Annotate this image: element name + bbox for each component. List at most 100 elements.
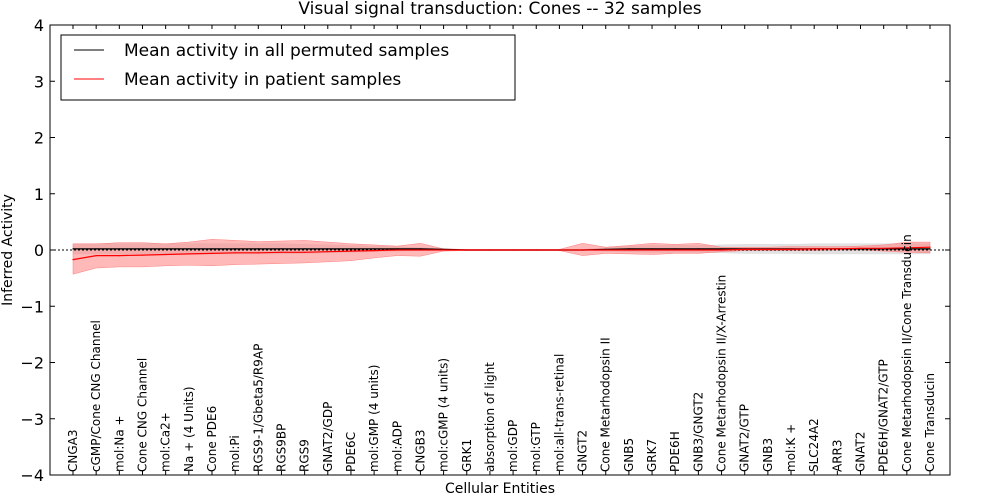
x-tick-label: Cone PDE6 [205,406,219,472]
patient-point [95,255,97,257]
series-lines [72,246,931,261]
patient-point [141,254,144,256]
permuted-point [327,248,329,250]
patient-point [489,249,491,251]
x-tick-label: CNGB3 [413,429,427,472]
legend-label-patient: Mean activity in patient samples [124,70,401,90]
patient-point [419,249,421,251]
x-tick-label: Cone Metarhodopsin II [599,337,613,472]
permuted-point [628,248,630,250]
permuted-point [211,248,213,250]
patient-point [350,250,352,252]
x-tick-label: cGMP/Cone CNG Channel [89,320,103,472]
x-tick-label: mol:cGMP (4 units) [437,358,451,472]
patient-point [165,253,167,256]
chart-title: Visual signal transduction: Cones -- 32 … [298,0,701,19]
y-tick-label: 0 [34,241,44,260]
patient-point [304,251,306,253]
patient-point [628,249,630,251]
x-tick-labels: CNGA3 cGMP/Cone CNG Channel mol:Na + Cone C… [66,25,937,475]
x-tick-label: GNB3/GNGT2 [691,392,705,472]
patient-point [72,259,74,261]
permuted-point [906,248,908,250]
permuted-point [419,248,421,250]
permuted-point [396,248,398,250]
patient-point [836,248,839,250]
patient-point [280,251,283,253]
x-tick-label: PDE6C [344,432,358,472]
patient-point [582,249,584,251]
x-tick-label: mol:Ca2+ [159,412,173,472]
patient-point [558,249,561,251]
x-tick-label: GNAT2/GDP [321,402,335,472]
permuted-point [350,248,352,250]
permuted-point [118,248,120,250]
patient-point [188,253,190,255]
patient-point [790,248,792,250]
patient-point [813,248,815,250]
permuted-point [165,248,167,250]
legend: Mean activity in all permuted samples Me… [60,34,516,101]
x-tick-label: absorption of light [483,362,497,472]
legend-label-permuted: Mean activity in all permuted samples [124,41,449,61]
permuted-point [234,248,236,250]
patient-point [720,249,723,251]
x-tick-label: GNB5 [622,438,636,472]
permuted-point [651,248,653,250]
patient-point [211,252,213,254]
confidence-bands [72,239,931,275]
x-tick-label: GRK1 [460,439,474,472]
patient-point [535,249,537,251]
patient-point [605,249,607,251]
y-tick-label: 4 [34,16,44,35]
x-tick-label: Na + (4 Units) [182,386,196,472]
patient-point [929,246,931,248]
y-tick-label: 1 [34,185,44,204]
legend-box [60,34,516,101]
x-tick-label: Cone CNG Channel [135,358,149,472]
patient-confidence-band [72,239,931,275]
x-tick-label: mol:Na + [112,415,126,472]
x-tick-label: GNAT2/GTP [738,404,752,472]
y-tick-label: −1 [20,297,44,316]
permuted-point [929,248,931,250]
patient-point [697,249,700,251]
permuted-point [304,248,306,250]
permuted-point [674,248,676,250]
permuted-point [141,248,144,250]
x-tick-label: mol:ADP [390,421,404,472]
patient-point [443,249,445,251]
x-tick-label: SLC24A2 [807,418,821,472]
x-tick-label: ARR3 [830,439,844,472]
x-tick-label: GRK7 [645,439,659,472]
patient-point [767,248,769,250]
x-tick-label: mol:K + [784,424,798,472]
patient-point [512,249,514,251]
x-tick-label: CNGA3 [66,430,80,473]
y-axis: 4 3 2 1 0 −1 −2 −3 −4 [20,16,950,485]
x-tick-label: mol:Pi [228,435,242,472]
x-tick-label: PDE6H/GNAT2/GTP [877,359,891,472]
x-tick-label: Cone Transducin [923,373,937,472]
y-tick-label: 2 [34,129,44,148]
x-tick-label: mol:GDP [506,420,520,472]
patient-point [257,252,259,254]
x-tick-label: RGS9 [298,439,312,472]
x-tick-label: GNB3 [761,438,775,472]
patient-point [744,248,746,250]
permuted-point [373,248,375,250]
patient-point [883,247,885,249]
permuted-point [720,248,723,250]
x-tick-label: PDE6H [668,431,682,472]
permuted-point [72,248,74,250]
patient-point [466,249,468,251]
y-tick-label: −4 [20,466,44,485]
patient-point [859,247,862,249]
x-tick-label: Cone Metarhodopsin II/Cone Transducin [900,234,914,472]
x-tick-label: mol:GMP (4 units) [367,365,381,472]
x-tick-label: RGS9BP [274,424,288,472]
permuted-point [95,248,97,250]
patient-point [327,251,329,253]
patient-point [234,252,236,254]
